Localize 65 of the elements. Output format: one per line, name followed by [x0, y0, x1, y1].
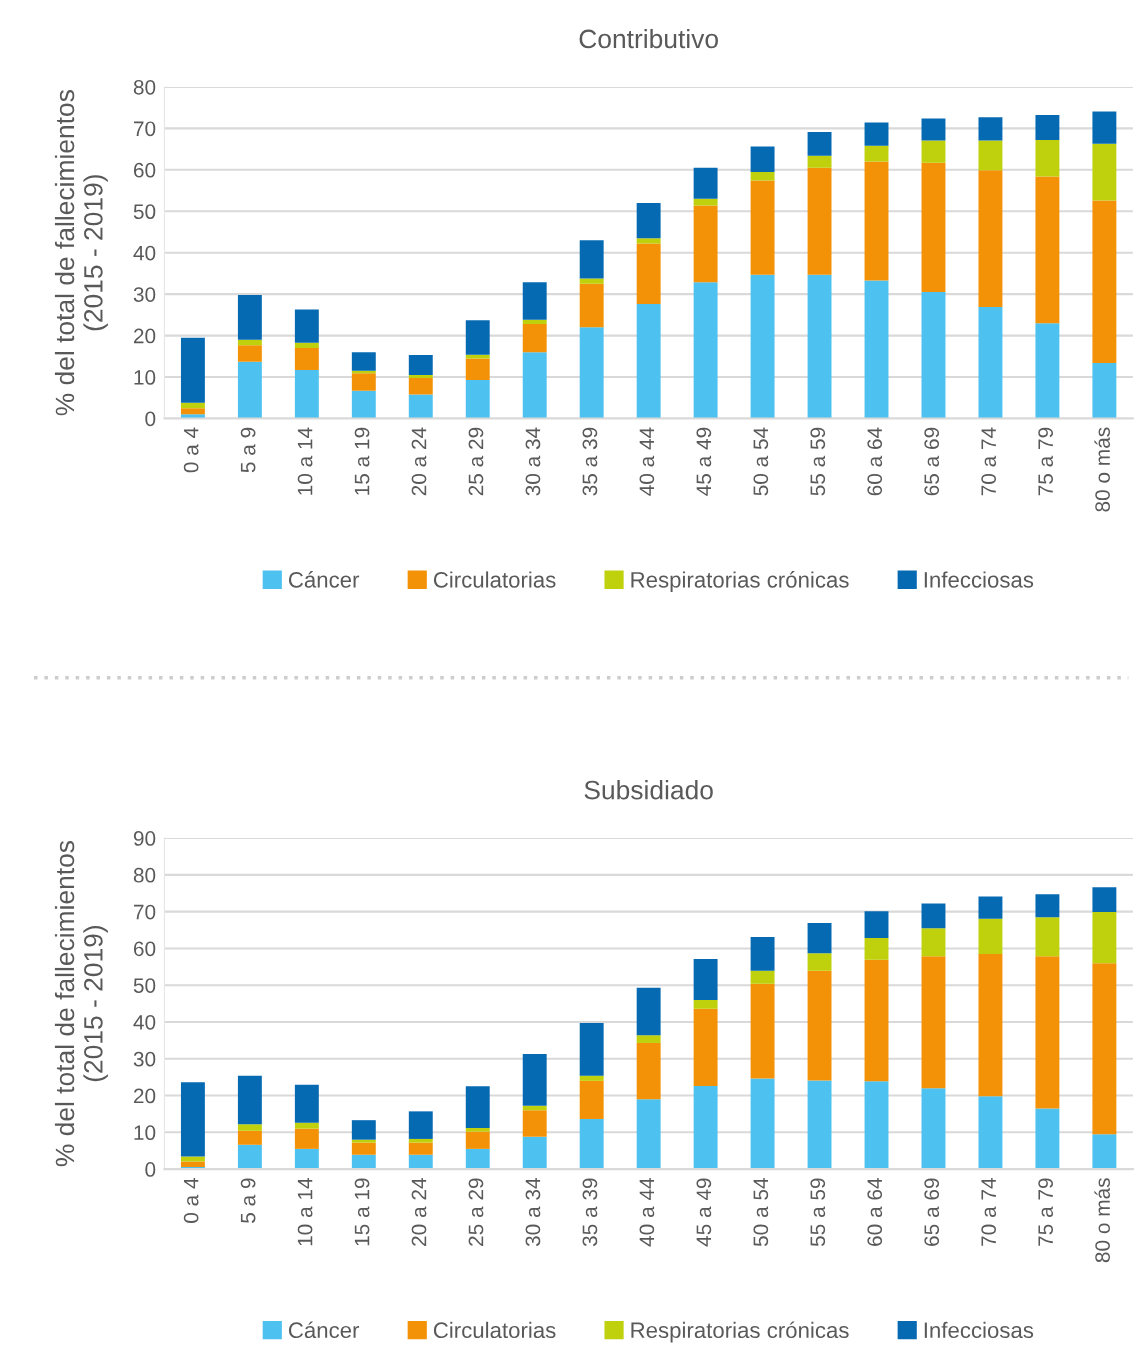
x-tick-label: 75 a 79 — [1038, 427, 1054, 496]
x-tick-label: 40 a 44 — [639, 427, 655, 496]
x-tick-label: 50 a 54 — [753, 1178, 769, 1247]
y-tick-label: 20 — [133, 328, 156, 344]
x-tick-label: 60 a 64 — [867, 427, 883, 496]
x-tick-label: 65 a 69 — [924, 427, 940, 496]
y-axis-title: % del total de fallecimientos (2015 - 2019) — [54, 840, 108, 1167]
legend-label: Circulatorias — [433, 1321, 556, 1339]
x-tick-label: 70 a 74 — [981, 1178, 997, 1246]
x-tick-label: 0 a 4 — [183, 427, 199, 473]
x-tick-label: 25 a 29 — [468, 1178, 484, 1246]
y-tick-label: 30 — [133, 287, 156, 302]
x-tick-label: 60 a 64 — [867, 1178, 883, 1246]
legend-label: Infecciosas — [924, 571, 1034, 588]
x-tick-label: 20 a 24 — [411, 1178, 427, 1246]
y-tick-label: 60 — [133, 162, 156, 178]
x-tick-label: 55 a 59 — [810, 427, 826, 496]
x-tick-label: 70 a 74 — [981, 427, 997, 496]
x-tick-label: 35 a 39 — [582, 1178, 598, 1247]
y-tick-label: 80 — [133, 79, 156, 95]
y-tick-label: 40 — [133, 245, 156, 261]
y-tick-label: 20 — [133, 1088, 156, 1104]
x-tick-label: 15 a 19 — [354, 427, 370, 495]
x-tick-label: 50 a 54 — [753, 427, 769, 496]
x-tick-label: 25 a 29 — [468, 427, 484, 496]
y-tick-label: 50 — [133, 978, 156, 993]
x-tick-label: 10 a 14 — [297, 1178, 313, 1246]
x-tick-label: 20 a 24 — [411, 427, 427, 496]
x-tick-label: 40 a 44 — [639, 1178, 655, 1247]
y-tick-label: 40 — [133, 1014, 156, 1030]
x-tick-label: 75 a 79 — [1038, 1178, 1054, 1246]
y-tick-label: 80 — [133, 867, 156, 883]
x-tick-label: 45 a 49 — [696, 1178, 712, 1247]
x-tick-label: 30 a 34 — [525, 427, 541, 496]
x-tick-label: 30 a 34 — [525, 1178, 541, 1247]
y-tick-label: 70 — [133, 904, 156, 920]
x-tick-label: 80 o más — [1094, 1178, 1110, 1263]
y-tick-label: 10 — [134, 370, 156, 385]
y-axis-title: % del total de fallecimientos (2015 - 2019) — [54, 90, 108, 416]
y-tick-label: 70 — [133, 121, 156, 137]
legend-label: Respiratorias crónicas — [631, 571, 849, 593]
y-tick-label: 0 — [145, 411, 156, 427]
y-tick-label: 30 — [133, 1051, 156, 1067]
legend-label: Respiratorias crónicas — [631, 1321, 849, 1343]
legend-label: Circulatorias — [433, 571, 556, 588]
y-tick-label: 0 — [145, 1162, 156, 1177]
x-tick-label: 10 a 14 — [297, 427, 313, 495]
y-tick-label: 10 — [134, 1125, 156, 1141]
chart-title: Contributivo — [579, 28, 718, 49]
y-tick-label: 60 — [133, 941, 156, 957]
legend-label: Cáncer — [288, 571, 360, 588]
y-tick-label: 50 — [133, 204, 156, 220]
y-tick-label: 90 — [133, 831, 156, 846]
x-tick-label: 15 a 19 — [354, 1178, 370, 1246]
x-tick-label: 0 a 4 — [183, 1178, 199, 1223]
x-tick-label: 55 a 59 — [810, 1178, 826, 1247]
x-tick-label: 5 a 9 — [240, 1178, 256, 1223]
legend-label: Infecciosas — [924, 1321, 1034, 1339]
x-tick-label: 65 a 69 — [924, 1178, 940, 1246]
x-tick-label: 35 a 39 — [582, 427, 598, 496]
chart-title: Subsidiado — [584, 780, 713, 800]
legend-label: Cáncer — [288, 1321, 360, 1339]
x-tick-label: 80 o más — [1094, 427, 1110, 512]
x-tick-label: 5 a 9 — [240, 427, 256, 473]
x-tick-label: 45 a 49 — [696, 427, 712, 496]
